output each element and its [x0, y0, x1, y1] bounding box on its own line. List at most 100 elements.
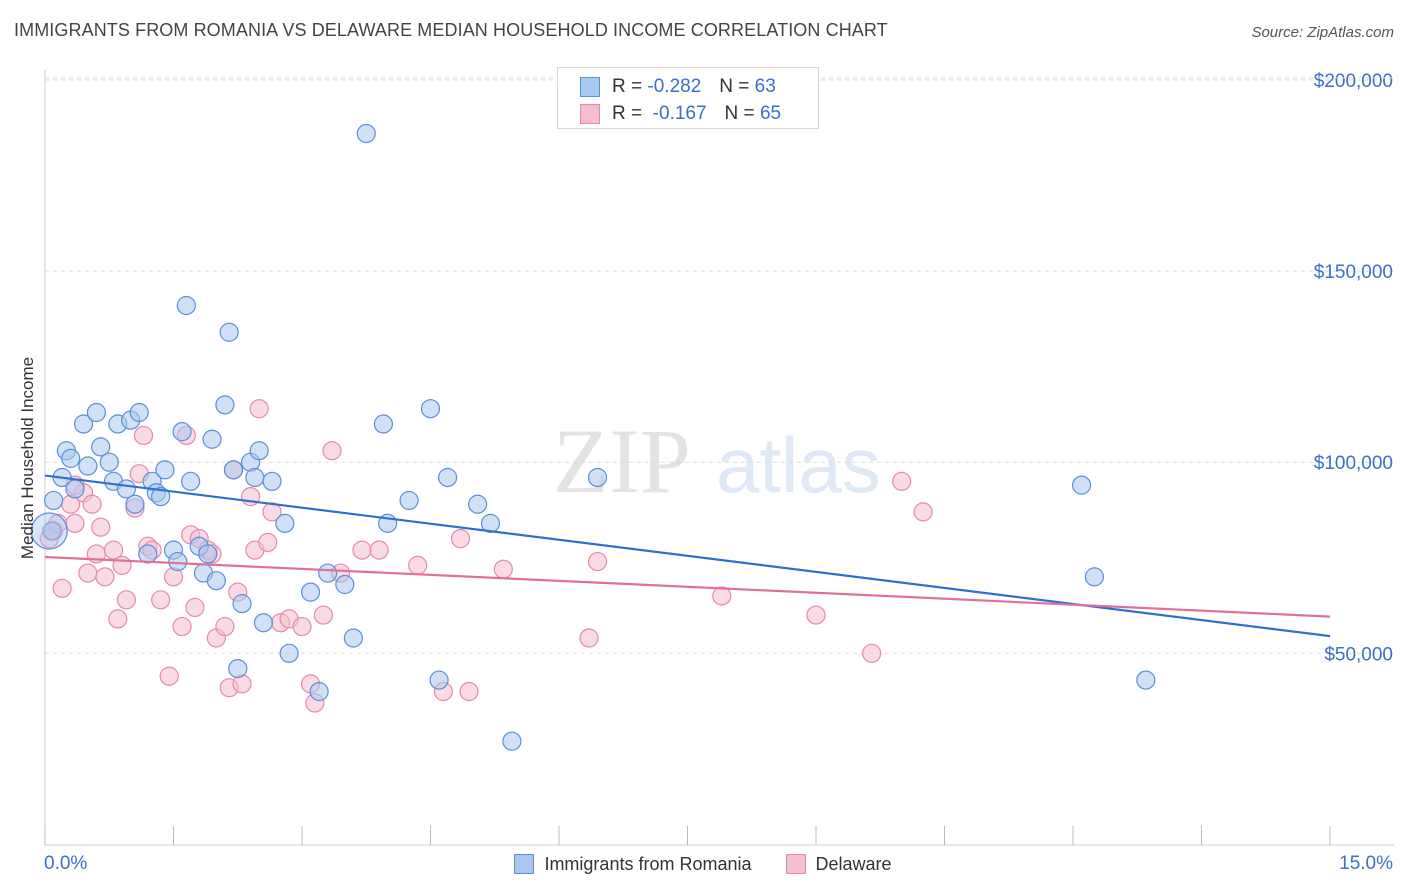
delaware-point — [215, 616, 235, 637]
romania-point — [91, 437, 111, 457]
romania-point — [502, 731, 522, 751]
romania-point — [275, 513, 295, 533]
legend-item-romania[interactable]: Immigrants from Romania — [514, 852, 752, 876]
romania-point — [335, 574, 355, 595]
r-label: R = — [612, 103, 643, 124]
romania-point — [168, 551, 188, 572]
x-tick-label: 0.0% — [44, 853, 87, 874]
y-tick-label: $50,000 — [1324, 644, 1393, 665]
romania-point — [438, 467, 458, 488]
romania-point — [1071, 475, 1092, 495]
delaware-point — [892, 471, 912, 491]
romania-point — [373, 414, 393, 434]
stats-row-delaware: R = -0.167 N = 65 — [580, 101, 781, 127]
romania-point — [343, 628, 363, 648]
delaware-point — [95, 567, 115, 587]
romania-swatch — [580, 77, 600, 97]
delaware-point — [108, 609, 128, 629]
romania-point — [86, 402, 107, 423]
romania-point — [468, 494, 488, 514]
stats-row-romania: R = -0.282 N = 63 — [580, 74, 776, 100]
chart-title: IMMIGRANTS FROM ROMANIA VS DELAWARE MEDI… — [14, 20, 888, 40]
romania-point — [65, 479, 85, 499]
romania-point — [232, 594, 252, 614]
watermark-zip: ZIP — [553, 410, 691, 512]
romania-point — [219, 322, 239, 342]
x-tick-label: 15.0% — [1339, 853, 1393, 874]
r-value: -0.167 — [652, 103, 707, 124]
delaware-point — [322, 441, 342, 461]
romania-point — [587, 467, 608, 488]
romania-point — [300, 582, 321, 602]
legend-item-delaware[interactable]: Delaware — [785, 852, 892, 876]
romania-point — [198, 544, 218, 564]
delaware-point — [862, 643, 882, 663]
delaware-point — [91, 517, 111, 537]
delaware-point — [450, 529, 471, 549]
romania-point — [215, 395, 235, 415]
delaware-point — [292, 616, 312, 637]
delaware-point — [172, 616, 192, 637]
romania-legend-swatch — [514, 854, 535, 874]
romania-point — [249, 441, 269, 461]
romania-point — [356, 123, 376, 144]
r-label: R = — [612, 76, 643, 97]
n-label: N = — [724, 103, 755, 124]
romania-point — [42, 521, 62, 541]
romania-point — [99, 452, 119, 472]
romania-point — [138, 544, 158, 564]
romania-point — [125, 494, 145, 514]
legend-label-romania: Immigrants from Romania — [544, 853, 752, 874]
romania-point — [129, 402, 149, 423]
delaware-point — [587, 551, 608, 572]
romania-point — [151, 486, 171, 507]
romania-point — [228, 658, 248, 679]
delaware-point — [159, 666, 179, 686]
delaware-point — [408, 555, 428, 575]
delaware-point — [493, 559, 513, 579]
delaware-point — [806, 605, 826, 625]
r-value: -0.282 — [647, 76, 702, 97]
delaware-point — [249, 399, 269, 419]
romania-point — [73, 414, 94, 434]
n-value: 65 — [759, 103, 782, 124]
watermark-atlas: atlas — [716, 421, 881, 509]
delaware-point — [78, 563, 98, 583]
delaware-legend-swatch — [785, 854, 806, 874]
source-label: Source: ZipAtlas.com — [1251, 24, 1394, 41]
n-label: N = — [719, 76, 750, 97]
y-tick-label: $100,000 — [1314, 453, 1393, 474]
romania-point — [181, 471, 201, 491]
series-legend: Immigrants from Romania Delaware — [0, 852, 1406, 876]
delaware-point — [185, 597, 205, 618]
n-value: 63 — [754, 76, 776, 97]
romania-point — [279, 643, 299, 663]
delaware-point — [369, 540, 389, 560]
romania-point — [309, 681, 329, 702]
romania-point — [480, 513, 501, 533]
delaware-point — [352, 540, 372, 560]
delaware-point — [258, 532, 278, 553]
romania-point — [30, 512, 68, 550]
delaware-point — [82, 494, 102, 514]
romania-point — [1084, 567, 1105, 587]
delaware-point — [65, 513, 85, 533]
romania-point — [172, 422, 192, 442]
romania-point — [223, 460, 244, 480]
delaware-point — [133, 425, 154, 446]
romania-point — [176, 295, 196, 316]
delaware-swatch — [580, 104, 600, 124]
delaware-point — [712, 586, 732, 606]
romania-point — [43, 490, 64, 511]
romania-point — [399, 490, 419, 511]
y-tick-label: $150,000 — [1314, 262, 1393, 283]
delaware-point — [579, 628, 599, 648]
romania-point — [420, 399, 441, 419]
romania-point — [318, 563, 338, 583]
romania-point — [155, 460, 175, 480]
romania-point — [262, 471, 282, 491]
delaware-point — [116, 590, 136, 610]
delaware-trend-line — [44, 555, 1331, 618]
romania-point — [61, 448, 81, 468]
